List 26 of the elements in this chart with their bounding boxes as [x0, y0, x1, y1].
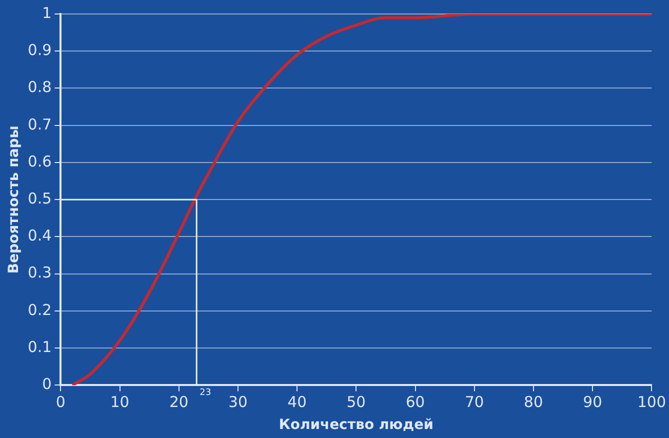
- x-tick-label: 0: [56, 393, 66, 412]
- y-axis-title: Вероятность пары: [6, 126, 22, 274]
- x-axis-title: Количество людей: [278, 417, 434, 434]
- y-tick-label: 0: [42, 375, 52, 394]
- ref-line-label: 23: [200, 388, 212, 398]
- x-tick-label: 80: [524, 393, 544, 412]
- y-tick-label: 0.3: [28, 264, 52, 282]
- x-tick-label: 10: [110, 393, 130, 412]
- x-tick-label: 30: [228, 393, 248, 412]
- x-tick-label: 40: [288, 393, 307, 412]
- y-tick-label: 0.4: [28, 226, 52, 245]
- x-tick-label: 100: [637, 393, 666, 412]
- y-tick-label: 0.5: [28, 189, 52, 208]
- x-tick-label: 90: [583, 393, 602, 412]
- x-tick-label: 50: [346, 393, 366, 412]
- y-tick-label: 0.7: [28, 115, 52, 134]
- y-tick-label: 0.8: [28, 78, 52, 96]
- y-tick-label: 1: [42, 4, 52, 22]
- y-tick-label: 0.9: [28, 41, 52, 60]
- y-tick-label: 0.1: [28, 338, 52, 356]
- line-series: [70, 14, 652, 386]
- x-tick-label: 60: [406, 393, 425, 412]
- x-tick-label: 20: [169, 393, 188, 412]
- x-tick-label: 70: [464, 393, 484, 412]
- y-tick-label: 0.2: [28, 300, 52, 319]
- y-tick-label: 0.6: [28, 152, 52, 170]
